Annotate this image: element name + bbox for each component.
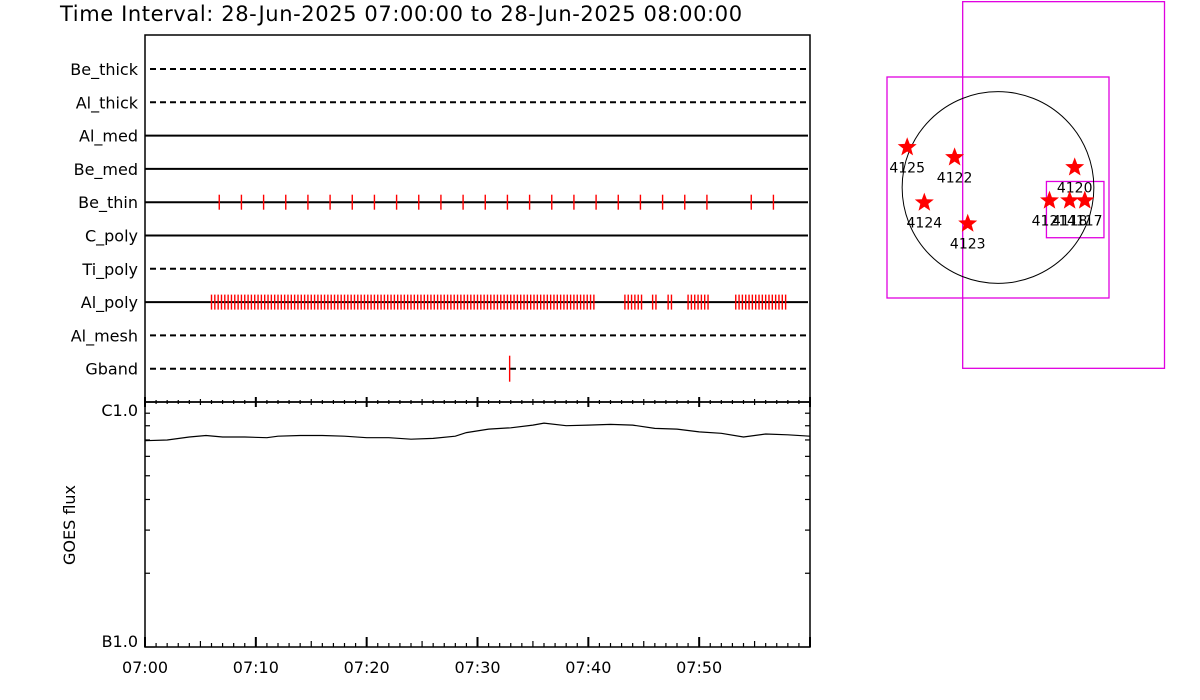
y-tick-label: C1.0 [101,401,138,420]
active-region-label: 4122 [937,170,973,186]
goes-frame [144,401,811,648]
x-tick-label: 07:30 [454,658,500,677]
y-tick-label: B1.0 [102,632,138,651]
x-tick-label: 07:00 [122,658,168,677]
active-region-star [1060,190,1080,209]
filter-label: Be_med [74,160,138,180]
filter-label: Al_poly [81,293,138,313]
active-region-label: 4125 [889,160,925,176]
active-region-star [1065,157,1085,176]
y-axis-label: GOES flux [60,485,79,565]
filter-label: Al_mesh [71,326,138,346]
field-of-view-box [1045,180,1105,239]
x-tick-label: 07:50 [676,658,722,677]
page-title: Time Interval: 28-Jun-2025 07:00:00 to 2… [60,2,743,26]
filter-label: Be_thin [78,193,138,213]
active-region-label: 4123 [950,237,986,253]
active-region-label: 4121 [1032,214,1068,230]
solar-limb-circle [901,91,1095,284]
filter-label: Gband [85,360,138,379]
active-region-label: 4118 [1052,214,1088,230]
filter-label: Al_thick [76,93,139,113]
field-of-view-box [886,76,1110,299]
goes-flux-panel: 07:00 07:10 07:20 07:30 07:40 07:50 C1.0 B1.0 GO… [60,397,811,677]
goes-flux-line [144,422,811,442]
active-region-star [1075,190,1095,209]
active-region-star [945,147,965,166]
filter-label: Be_thick [70,60,138,80]
active-region-star [1040,190,1059,209]
filter-timeline-panel: Be_thick Al_thick Al_med Be_med Be_thin C_pol… [70,34,811,403]
x-tick-label: 07:10 [233,658,279,677]
active-region-star [897,137,917,156]
active-region-star [914,192,934,211]
active-region-label: 4117 [1067,214,1103,230]
filter-label: C_poly [85,227,138,247]
active-region-star [958,213,978,232]
filter-label: Al_med [79,127,138,147]
active-region-label: 4124 [907,216,943,232]
x-tick-label: 07:40 [565,658,611,677]
x-tick-label: 07:20 [344,658,390,677]
active-region-label: 4120 [1057,180,1093,196]
timeline-frame [144,34,811,403]
filter-label: Ti_poly [81,260,138,280]
field-of-view-box [962,1,1166,369]
